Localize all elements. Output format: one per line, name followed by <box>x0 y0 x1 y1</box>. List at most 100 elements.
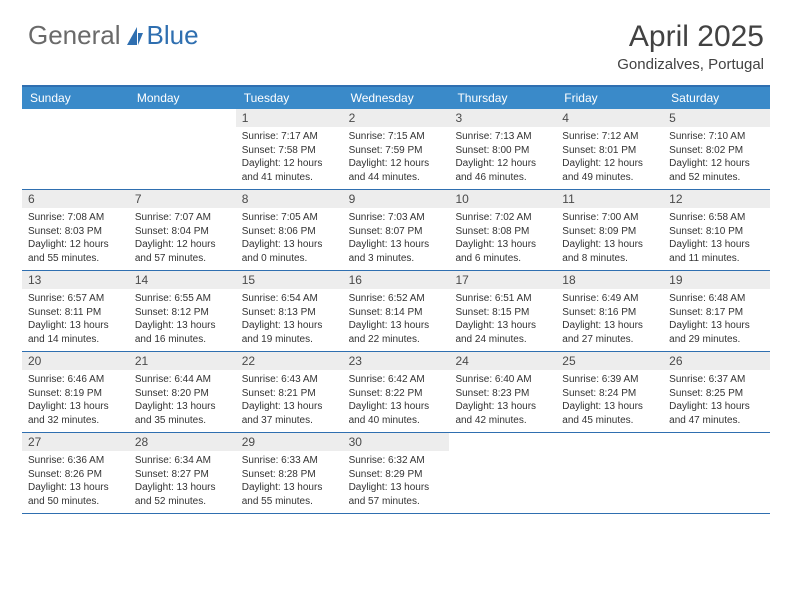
sunset-text: Sunset: 8:01 PM <box>562 144 657 158</box>
day-number <box>449 433 556 437</box>
title-block: April 2025 Gondizalves, Portugal <box>617 20 764 73</box>
sunrise-text: Sunrise: 6:48 AM <box>669 292 764 306</box>
sunset-text: Sunset: 8:17 PM <box>669 306 764 320</box>
day-number: 29 <box>236 433 343 451</box>
day-body: Sunrise: 6:48 AMSunset: 8:17 PMDaylight:… <box>663 289 770 351</box>
day-cell <box>556 433 663 513</box>
day-body: Sunrise: 6:43 AMSunset: 8:21 PMDaylight:… <box>236 370 343 432</box>
sunset-text: Sunset: 8:06 PM <box>242 225 337 239</box>
sunset-text: Sunset: 7:58 PM <box>242 144 337 158</box>
sunrise-text: Sunrise: 6:46 AM <box>28 373 123 387</box>
day-number: 20 <box>22 352 129 370</box>
day-number: 3 <box>449 109 556 127</box>
day-body: Sunrise: 6:44 AMSunset: 8:20 PMDaylight:… <box>129 370 236 432</box>
day-body: Sunrise: 6:40 AMSunset: 8:23 PMDaylight:… <box>449 370 556 432</box>
day-cell: 4Sunrise: 7:12 AMSunset: 8:01 PMDaylight… <box>556 109 663 189</box>
day-cell <box>22 109 129 189</box>
day-cell: 13Sunrise: 6:57 AMSunset: 8:11 PMDayligh… <box>22 271 129 351</box>
day-cell <box>449 433 556 513</box>
day-number: 26 <box>663 352 770 370</box>
sunrise-text: Sunrise: 6:51 AM <box>455 292 550 306</box>
day-number: 28 <box>129 433 236 451</box>
day-number: 23 <box>343 352 450 370</box>
daylight-text: Daylight: 13 hours and 29 minutes. <box>669 319 764 346</box>
sunrise-text: Sunrise: 6:49 AM <box>562 292 657 306</box>
sunset-text: Sunset: 8:02 PM <box>669 144 764 158</box>
day-cell: 26Sunrise: 6:37 AMSunset: 8:25 PMDayligh… <box>663 352 770 432</box>
daylight-text: Daylight: 12 hours and 52 minutes. <box>669 157 764 184</box>
week-row: 6Sunrise: 7:08 AMSunset: 8:03 PMDaylight… <box>22 190 770 271</box>
day-body: Sunrise: 6:33 AMSunset: 8:28 PMDaylight:… <box>236 451 343 513</box>
day-body: Sunrise: 7:07 AMSunset: 8:04 PMDaylight:… <box>129 208 236 270</box>
dow-sun: Sunday <box>22 87 129 109</box>
sunset-text: Sunset: 8:15 PM <box>455 306 550 320</box>
logo-text-general: General <box>28 20 121 51</box>
logo-sail-icon <box>125 25 145 47</box>
daylight-text: Daylight: 12 hours and 57 minutes. <box>135 238 230 265</box>
day-cell: 30Sunrise: 6:32 AMSunset: 8:29 PMDayligh… <box>343 433 450 513</box>
day-number: 24 <box>449 352 556 370</box>
daylight-text: Daylight: 13 hours and 57 minutes. <box>349 481 444 508</box>
sunrise-text: Sunrise: 6:36 AM <box>28 454 123 468</box>
sunrise-text: Sunrise: 6:57 AM <box>28 292 123 306</box>
day-number: 5 <box>663 109 770 127</box>
day-body: Sunrise: 6:37 AMSunset: 8:25 PMDaylight:… <box>663 370 770 432</box>
dow-sat: Saturday <box>663 87 770 109</box>
sunset-text: Sunset: 8:07 PM <box>349 225 444 239</box>
daylight-text: Daylight: 13 hours and 32 minutes. <box>28 400 123 427</box>
day-cell: 29Sunrise: 6:33 AMSunset: 8:28 PMDayligh… <box>236 433 343 513</box>
sunrise-text: Sunrise: 7:10 AM <box>669 130 764 144</box>
weeks-container: 1Sunrise: 7:17 AMSunset: 7:58 PMDaylight… <box>22 109 770 514</box>
day-number: 6 <box>22 190 129 208</box>
daylight-text: Daylight: 13 hours and 50 minutes. <box>28 481 123 508</box>
daylight-text: Daylight: 12 hours and 44 minutes. <box>349 157 444 184</box>
day-cell: 3Sunrise: 7:13 AMSunset: 8:00 PMDaylight… <box>449 109 556 189</box>
day-cell: 22Sunrise: 6:43 AMSunset: 8:21 PMDayligh… <box>236 352 343 432</box>
week-row: 13Sunrise: 6:57 AMSunset: 8:11 PMDayligh… <box>22 271 770 352</box>
week-row: 20Sunrise: 6:46 AMSunset: 8:19 PMDayligh… <box>22 352 770 433</box>
day-number: 22 <box>236 352 343 370</box>
day-cell <box>663 433 770 513</box>
day-body: Sunrise: 6:55 AMSunset: 8:12 PMDaylight:… <box>129 289 236 351</box>
daylight-text: Daylight: 13 hours and 52 minutes. <box>135 481 230 508</box>
daylight-text: Daylight: 13 hours and 47 minutes. <box>669 400 764 427</box>
day-number: 2 <box>343 109 450 127</box>
day-body: Sunrise: 6:58 AMSunset: 8:10 PMDaylight:… <box>663 208 770 270</box>
sunrise-text: Sunrise: 7:15 AM <box>349 130 444 144</box>
day-number: 11 <box>556 190 663 208</box>
sunrise-text: Sunrise: 6:52 AM <box>349 292 444 306</box>
day-cell: 15Sunrise: 6:54 AMSunset: 8:13 PMDayligh… <box>236 271 343 351</box>
sunset-text: Sunset: 8:10 PM <box>669 225 764 239</box>
day-cell: 14Sunrise: 6:55 AMSunset: 8:12 PMDayligh… <box>129 271 236 351</box>
sunrise-text: Sunrise: 7:07 AM <box>135 211 230 225</box>
day-body: Sunrise: 6:46 AMSunset: 8:19 PMDaylight:… <box>22 370 129 432</box>
logo-text-blue: Blue <box>147 20 199 51</box>
daylight-text: Daylight: 13 hours and 40 minutes. <box>349 400 444 427</box>
dow-fri: Friday <box>556 87 663 109</box>
sunrise-text: Sunrise: 7:17 AM <box>242 130 337 144</box>
day-cell: 16Sunrise: 6:52 AMSunset: 8:14 PMDayligh… <box>343 271 450 351</box>
dow-tue: Tuesday <box>236 87 343 109</box>
day-number: 14 <box>129 271 236 289</box>
day-cell: 28Sunrise: 6:34 AMSunset: 8:27 PMDayligh… <box>129 433 236 513</box>
day-body: Sunrise: 7:03 AMSunset: 8:07 PMDaylight:… <box>343 208 450 270</box>
day-body: Sunrise: 7:08 AMSunset: 8:03 PMDaylight:… <box>22 208 129 270</box>
sunset-text: Sunset: 8:23 PM <box>455 387 550 401</box>
daylight-text: Daylight: 13 hours and 24 minutes. <box>455 319 550 346</box>
sunset-text: Sunset: 8:12 PM <box>135 306 230 320</box>
sunrise-text: Sunrise: 7:03 AM <box>349 211 444 225</box>
sunset-text: Sunset: 8:04 PM <box>135 225 230 239</box>
day-cell: 12Sunrise: 6:58 AMSunset: 8:10 PMDayligh… <box>663 190 770 270</box>
sunrise-text: Sunrise: 6:34 AM <box>135 454 230 468</box>
sunrise-text: Sunrise: 6:54 AM <box>242 292 337 306</box>
day-number: 15 <box>236 271 343 289</box>
day-number <box>663 433 770 437</box>
sunset-text: Sunset: 8:21 PM <box>242 387 337 401</box>
day-body: Sunrise: 6:34 AMSunset: 8:27 PMDaylight:… <box>129 451 236 513</box>
day-body: Sunrise: 6:42 AMSunset: 8:22 PMDaylight:… <box>343 370 450 432</box>
day-body: Sunrise: 6:54 AMSunset: 8:13 PMDaylight:… <box>236 289 343 351</box>
day-body: Sunrise: 6:39 AMSunset: 8:24 PMDaylight:… <box>556 370 663 432</box>
day-body: Sunrise: 7:02 AMSunset: 8:08 PMDaylight:… <box>449 208 556 270</box>
day-number: 30 <box>343 433 450 451</box>
calendar: Sunday Monday Tuesday Wednesday Thursday… <box>22 85 770 514</box>
